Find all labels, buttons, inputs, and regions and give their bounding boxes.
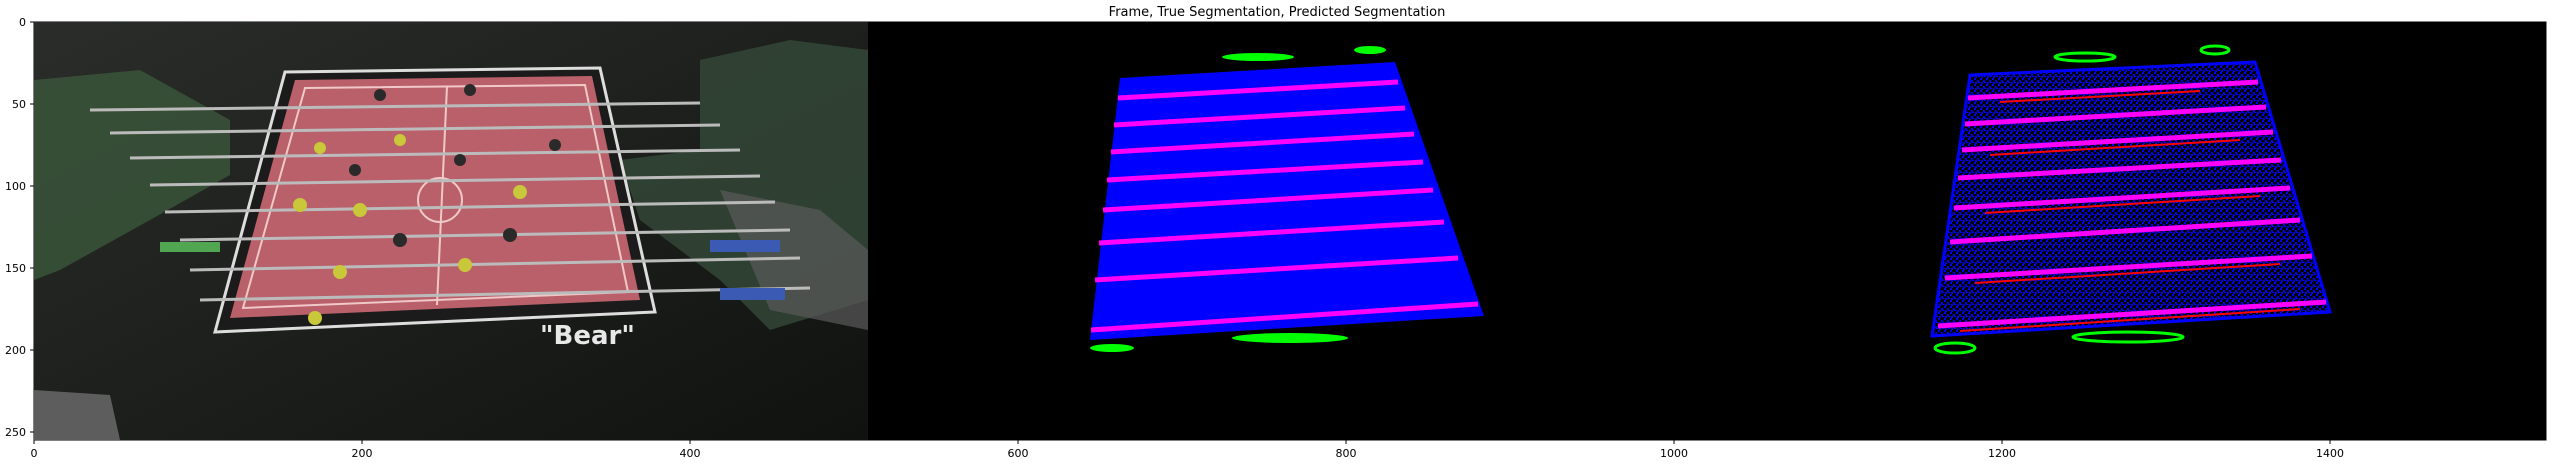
y-tick-label: 200 <box>5 344 26 357</box>
frame-rods <box>89 101 811 302</box>
y-tick-label: 50 <box>12 98 26 111</box>
x-tick-label: 600 <box>1008 447 1029 460</box>
x-tick-label: 200 <box>352 447 373 460</box>
predicted-segmentation-panel <box>1930 44 2332 355</box>
predicted-rods <box>1937 79 2327 329</box>
frame-figures <box>293 84 561 325</box>
x-tick-label: 0 <box>31 447 38 460</box>
y-tick-label: 150 <box>5 262 26 275</box>
x-axis <box>33 440 2331 444</box>
y-tick-label: 0 <box>19 16 26 29</box>
figure-title: Frame, True Segmentation, Predicted Segm… <box>1109 5 1446 20</box>
table-brand-text: "Bear" <box>540 321 635 351</box>
x-tick-label: 1000 <box>1660 447 1688 460</box>
true-segmentation-panel <box>1090 46 1484 352</box>
frame-panel: "Bear" <box>34 22 868 440</box>
x-tick-label: 1200 <box>1988 447 2016 460</box>
predicted-players <box>1933 44 2231 355</box>
true-players <box>1090 46 1386 352</box>
y-tick-label: 100 <box>5 180 26 193</box>
predicted-errors <box>1959 90 2301 332</box>
x-tick-label: 1400 <box>2316 447 2344 460</box>
true-rods <box>1090 79 1479 333</box>
playing-field <box>230 76 640 318</box>
y-axis <box>30 21 34 433</box>
y-tick-label: 250 <box>5 426 26 439</box>
x-tick-label: 400 <box>680 447 701 460</box>
x-tick-label: 800 <box>1336 447 1357 460</box>
left-player <box>34 70 230 280</box>
